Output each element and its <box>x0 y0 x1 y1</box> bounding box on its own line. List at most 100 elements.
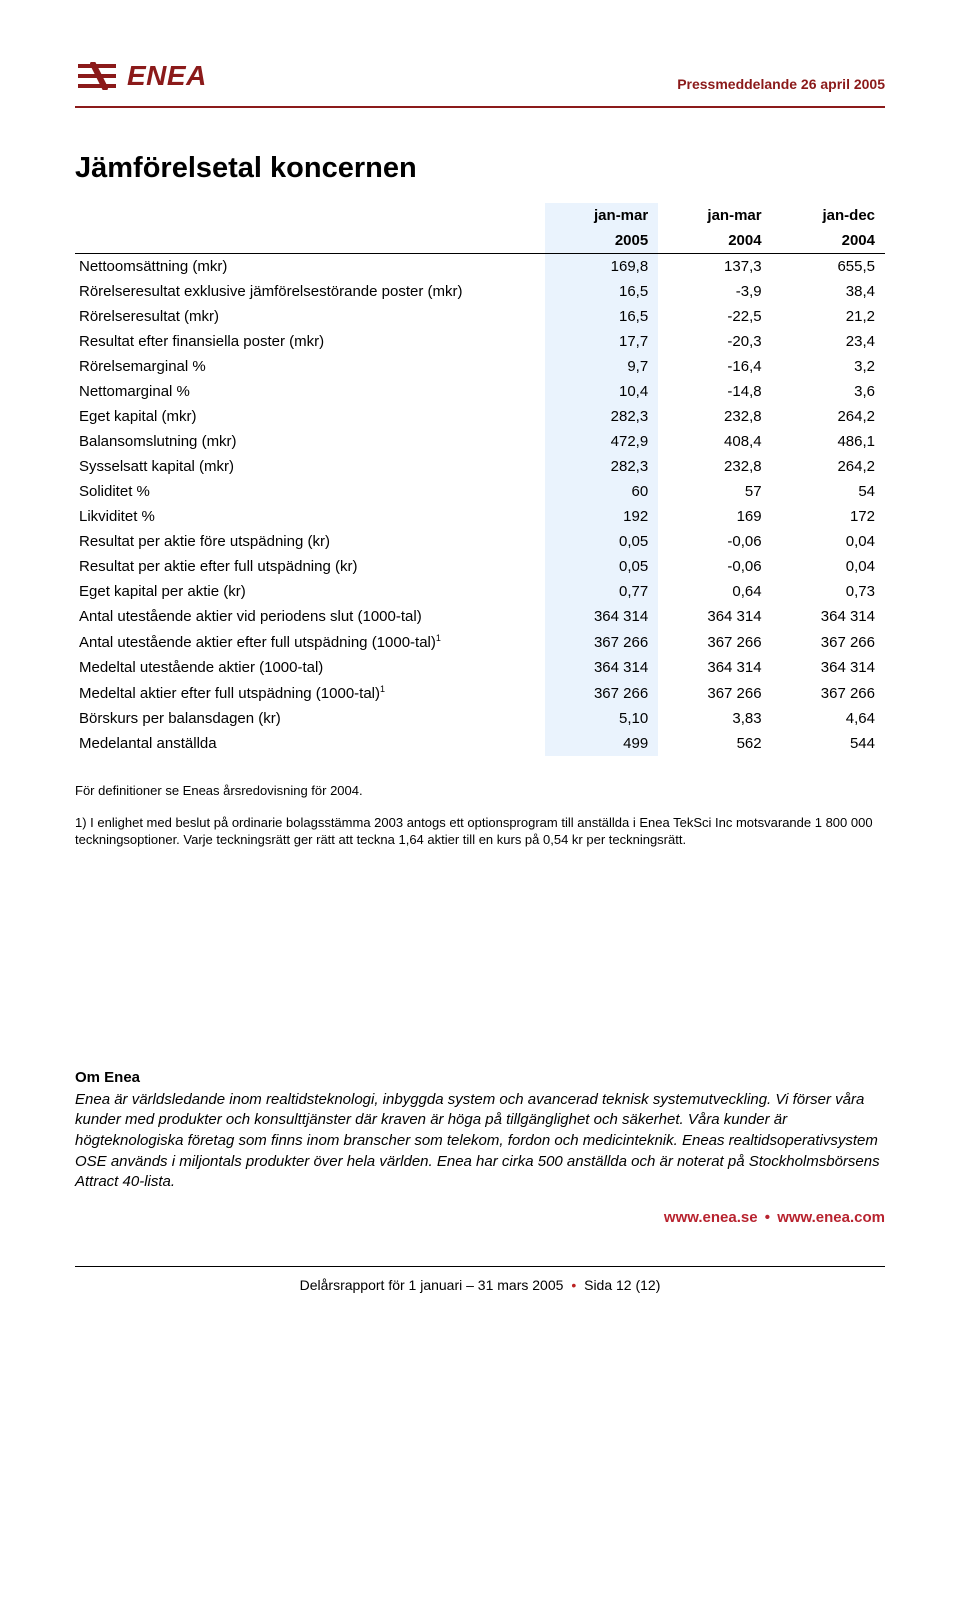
cell-value: 21,2 <box>772 304 885 329</box>
cell-value: 367 266 <box>545 629 658 655</box>
row-label: Medelantal anställda <box>75 731 545 756</box>
cell-value: 172 <box>772 504 885 529</box>
about-links: www.enea.se • www.enea.com <box>75 1209 885 1226</box>
cell-value: 0,05 <box>545 554 658 579</box>
link-separator: • <box>765 1209 770 1226</box>
cell-value: 232,8 <box>658 454 771 479</box>
cell-value: 364 314 <box>545 604 658 629</box>
cell-value: 16,5 <box>545 279 658 304</box>
cell-value: 367 266 <box>772 680 885 706</box>
press-release-date: Pressmeddelande 26 april 2005 <box>677 76 885 92</box>
cell-value: 364 314 <box>772 604 885 629</box>
link-enea-se[interactable]: www.enea.se <box>664 1209 758 1226</box>
col-year-1: 2004 <box>658 228 771 254</box>
row-label: Rörelsemarginal % <box>75 354 545 379</box>
table-header-periods: jan-mar jan-mar jan-dec <box>75 203 885 228</box>
row-label: Nettomarginal % <box>75 379 545 404</box>
cell-value: 472,9 <box>545 429 658 454</box>
cell-value: 137,3 <box>658 254 771 280</box>
cell-value: -14,8 <box>658 379 771 404</box>
footnote-text: 1) I enlighet med beslut på ordinarie bo… <box>75 814 885 849</box>
row-label: Antal utestående aktier vid periodens sl… <box>75 604 545 629</box>
table-row: Antal utestående aktier vid periodens sl… <box>75 604 885 629</box>
cell-value: 367 266 <box>772 629 885 655</box>
row-label: Nettoomsättning (mkr) <box>75 254 545 280</box>
row-label: Rörelseresultat exklusive jämförelsestör… <box>75 279 545 304</box>
row-label: Resultat efter finansiella poster (mkr) <box>75 329 545 354</box>
table-row: Resultat per aktie efter full utspädning… <box>75 554 885 579</box>
cell-value: 3,6 <box>772 379 885 404</box>
row-label: Likviditet % <box>75 504 545 529</box>
cell-value: -20,3 <box>658 329 771 354</box>
page-footer: Delårsrapport för 1 januari – 31 mars 20… <box>75 1277 885 1293</box>
cell-value: 54 <box>772 479 885 504</box>
logo-wordmark: ENEA <box>127 60 207 92</box>
cell-value: 486,1 <box>772 429 885 454</box>
cell-value: 364 314 <box>772 655 885 680</box>
cell-value: 17,7 <box>545 329 658 354</box>
about-body: Enea är världsledande inom realtidstekno… <box>75 1090 885 1193</box>
table-row: Antal utestående aktier efter full utspä… <box>75 629 885 655</box>
table-row: Medeltal aktier efter full utspädning (1… <box>75 680 885 706</box>
footnotes: För definitioner se Eneas årsredovisning… <box>75 782 885 849</box>
cell-value: 364 314 <box>658 604 771 629</box>
cell-value: 0,77 <box>545 579 658 604</box>
row-label: Medeltal utestående aktier (1000-tal) <box>75 655 545 680</box>
cell-value: 0,04 <box>772 529 885 554</box>
footer-page-number: Sida 12 (12) <box>584 1277 660 1293</box>
cell-value: 232,8 <box>658 404 771 429</box>
cell-value: 57 <box>658 479 771 504</box>
table-row: Nettomarginal %10,4-14,83,6 <box>75 379 885 404</box>
about-heading: Om Enea <box>75 1069 885 1086</box>
cell-value: 5,10 <box>545 706 658 731</box>
cell-value: 9,7 <box>545 354 658 379</box>
link-enea-com[interactable]: www.enea.com <box>777 1209 885 1226</box>
cell-value: 282,3 <box>545 454 658 479</box>
table-header-years: 2005 2004 2004 <box>75 228 885 254</box>
table-row: Börskurs per balansdagen (kr)5,103,834,6… <box>75 706 885 731</box>
col-period-1: jan-mar <box>658 203 771 228</box>
row-label: Rörelseresultat (mkr) <box>75 304 545 329</box>
footer-dot-icon: • <box>571 1277 576 1293</box>
col-period-0: jan-mar <box>545 203 658 228</box>
cell-value: 367 266 <box>658 680 771 706</box>
cell-value: 192 <box>545 504 658 529</box>
table-row: Medelantal anställda499562544 <box>75 731 885 756</box>
row-label: Medeltal aktier efter full utspädning (1… <box>75 680 545 706</box>
row-label: Balansomslutning (mkr) <box>75 429 545 454</box>
about-section: Om Enea Enea är världsledande inom realt… <box>75 1069 885 1226</box>
cell-value: 367 266 <box>545 680 658 706</box>
table-body: Nettoomsättning (mkr)169,8137,3655,5Röre… <box>75 254 885 757</box>
table-row: Resultat per aktie före utspädning (kr)0… <box>75 529 885 554</box>
cell-value: 10,4 <box>545 379 658 404</box>
cell-value: 0,73 <box>772 579 885 604</box>
footnote-ref: 1 <box>380 684 385 694</box>
col-year-0: 2005 <box>545 228 658 254</box>
cell-value: 264,2 <box>772 454 885 479</box>
cell-value: 364 314 <box>545 655 658 680</box>
cell-value: -0,06 <box>658 529 771 554</box>
table-row: Rörelseresultat (mkr)16,5-22,521,2 <box>75 304 885 329</box>
page-header: ENEA Pressmeddelande 26 april 2005 <box>75 60 885 92</box>
table-row: Balansomslutning (mkr)472,9408,4486,1 <box>75 429 885 454</box>
table-row: Rörelsemarginal %9,7-16,43,2 <box>75 354 885 379</box>
cell-value: 499 <box>545 731 658 756</box>
row-label: Sysselsatt kapital (mkr) <box>75 454 545 479</box>
table-row: Eget kapital per aktie (kr)0,770,640,73 <box>75 579 885 604</box>
footer-divider <box>75 1266 885 1267</box>
table-row: Soliditet %605754 <box>75 479 885 504</box>
row-label: Eget kapital (mkr) <box>75 404 545 429</box>
cell-value: 0,64 <box>658 579 771 604</box>
logo: ENEA <box>75 60 207 92</box>
footnote-ref: 1 <box>436 633 441 643</box>
cell-value: 562 <box>658 731 771 756</box>
footnote-text: För definitioner se Eneas årsredovisning… <box>75 782 885 800</box>
cell-value: 367 266 <box>658 629 771 655</box>
cell-value: -3,9 <box>658 279 771 304</box>
cell-value: 0,04 <box>772 554 885 579</box>
row-label: Resultat per aktie efter full utspädning… <box>75 554 545 579</box>
cell-value: 169 <box>658 504 771 529</box>
cell-value: 38,4 <box>772 279 885 304</box>
cell-value: 169,8 <box>545 254 658 280</box>
table-row: Nettoomsättning (mkr)169,8137,3655,5 <box>75 254 885 280</box>
